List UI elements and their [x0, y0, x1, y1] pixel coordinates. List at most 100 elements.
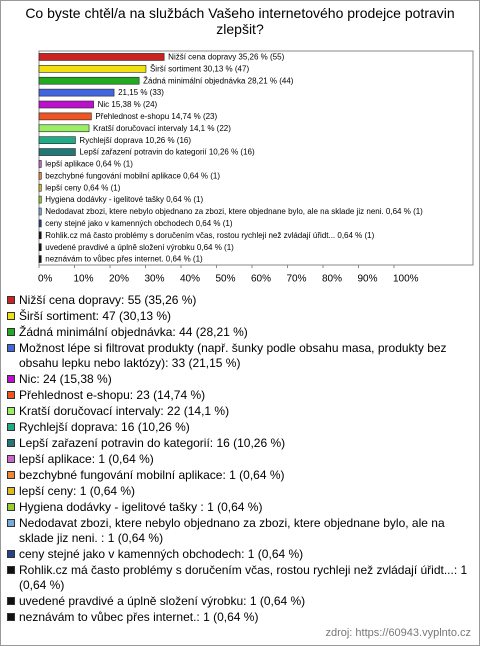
bar	[38, 183, 42, 192]
x-tick-label: 60%	[251, 274, 271, 285]
bar-label: 21,15 % (33)	[118, 88, 164, 97]
legend-item: bezchybné fungování mobilní aplikace: 1 …	[7, 468, 469, 483]
legend-label: Hygiena dodávky - igelitové tašky : 1 (0…	[19, 500, 263, 514]
legend-label: Širší sortiment: 47 (30,13 %)	[19, 309, 172, 323]
legend-item: Hygiena dodávky - igelitové tašky : 1 (0…	[7, 500, 469, 515]
legend-label: neznávám to vůbec přes internet.: 1 (0,6…	[19, 610, 259, 624]
x-tick-label: 50%	[216, 274, 236, 285]
bar-label: Nižší cena dopravy 35,26 % (55)	[168, 53, 284, 62]
bar-label: Kratší doručovací intervaly 14,1 % (22)	[93, 124, 231, 133]
bar	[38, 76, 140, 85]
x-tick-label: 20%	[109, 274, 129, 285]
bar	[38, 148, 76, 156]
bar-label: Žádná minimální objednávka 28,21 % (44)	[143, 76, 294, 85]
x-tick-label: 100%	[393, 274, 419, 285]
legend-swatch	[7, 423, 15, 431]
bar-label: Hygiena dodávky - igelitové tašky 0,64 %…	[45, 195, 203, 204]
legend-label: Lepší zařazení potravin do kategorií: 16…	[19, 436, 286, 450]
x-tick-label: 90%	[358, 274, 378, 285]
bar	[38, 195, 42, 204]
legend-swatch	[7, 391, 15, 399]
legend-item: Lepší zařazení potravin do kategorií: 16…	[7, 436, 469, 451]
legend-item: Žádná minimální objednávka: 44 (28,21 %)	[7, 325, 469, 340]
x-tick-label: 40%	[180, 274, 200, 285]
bar	[38, 160, 42, 168]
legend-item: ceny stejné jako v kamenných obchodech: …	[7, 547, 469, 562]
bar-label: Nedodavat zbozi, ktere nebylo objednano …	[45, 207, 423, 216]
bar-label: Širší sortiment 30,13 % (47)	[150, 64, 249, 73]
legend-swatch	[7, 455, 15, 463]
bar	[38, 65, 147, 73]
bar-label: Rychlejší doprava 10,26 % (16)	[79, 136, 191, 145]
legend-label: Nedodavat zbozi, ktere nebylo objednano …	[19, 516, 445, 545]
legend-swatch	[7, 296, 15, 304]
bar	[38, 53, 165, 61]
legend-swatch	[7, 613, 15, 621]
legend: Nižší cena dopravy: 55 (35,26 %) Širší so…	[7, 293, 469, 626]
bar-label: lepší ceny 0,64 % (1)	[45, 183, 120, 192]
legend-item: Nedodavat zbozi, ktere nebylo objednano …	[7, 516, 469, 546]
bar	[38, 207, 42, 216]
legend-swatch	[7, 471, 15, 479]
legend-item: Nic: 24 (15,38 %)	[7, 372, 469, 387]
plot-frame	[38, 50, 474, 266]
bar	[38, 100, 94, 109]
bar-label: ceny stejné jako v kamenných obchodech 0…	[45, 219, 233, 228]
chart: 0% 10% 20% 30% 40% 50% 60% 70% 80% 90% 100% Nižší c…	[38, 50, 474, 285]
legend-item: Rychlejší doprava: 16 (10,26 %)	[7, 420, 469, 435]
bar	[38, 112, 92, 121]
bar-label: Rohlik.cz má často problémy s doručením …	[45, 231, 374, 240]
bar-label: uvedené pravdivé a úplně složení výrobku…	[45, 243, 234, 252]
legend-item: lepší ceny: 1 (0,64 %)	[7, 484, 469, 499]
legend-item: uvedené pravdivé a úplně složení výrobku…	[7, 594, 469, 609]
x-tick-label: 0%	[38, 274, 53, 285]
bar	[38, 136, 76, 144]
legend-label: Nic: 24 (15,38 %)	[19, 372, 112, 386]
legend-label: Možnost lépe si filtrovat produkty (např…	[19, 341, 447, 370]
legend-swatch	[7, 597, 15, 605]
legend-label: lepší ceny: 1 (0,64 %)	[19, 484, 136, 498]
x-tick-label: 30%	[145, 274, 165, 285]
legend-item: Možnost lépe si filtrovat produkty (např…	[7, 341, 469, 371]
bar	[38, 243, 42, 251]
legend-swatch	[7, 487, 15, 495]
x-tick-label: 80%	[322, 274, 342, 285]
legend-item: Nižší cena dopravy: 55 (35,26 %)	[7, 293, 469, 308]
legend-label: Nižší cena dopravy: 55 (35,26 %)	[19, 293, 197, 307]
bar-label: Lepší zařazení potravin do kategorií 10,…	[79, 148, 255, 157]
legend-label: uvedené pravdivé a úplně složení výrobku…	[19, 594, 306, 608]
bar-label: neznávám to vůbec přes internet. 0,64 % …	[45, 255, 203, 264]
legend-item: Přehlednost e-shopu: 23 (14,74 %)	[7, 388, 469, 403]
legend-item: Širší sortiment: 47 (30,13 %)	[7, 309, 469, 324]
source: zdroj: https://60943.vyplnto.cz	[325, 627, 471, 639]
bar	[38, 231, 42, 240]
legend-item: neznávám to vůbec přes internet.: 1 (0,6…	[7, 610, 469, 625]
x-tick-label: 70%	[287, 274, 307, 285]
bar-label: lepší aplikace 0,64 % (1)	[45, 160, 133, 169]
bar	[38, 219, 42, 228]
legend-swatch	[7, 328, 15, 336]
bar	[38, 88, 115, 97]
legend-label: Přehlednost e-shopu: 23 (14,74 %)	[19, 388, 206, 402]
legend-swatch	[7, 375, 15, 383]
legend-label: bezchybné fungování mobilní aplikace: 1 …	[19, 468, 285, 482]
legend-swatch	[7, 312, 15, 320]
legend-label: ceny stejné jako v kamenných obchodech: …	[19, 547, 304, 561]
legend-label: Žádná minimální objednávka: 44 (28,21 %)	[19, 325, 248, 339]
legend-swatch	[7, 503, 15, 511]
bar-label: bezchybné fungování mobilní aplikace 0,6…	[45, 171, 220, 180]
legend-swatch	[7, 439, 15, 447]
legend-swatch	[7, 519, 15, 527]
bar	[38, 172, 42, 180]
legend-swatch	[7, 566, 15, 574]
legend-label: Kratší doručovací intervaly: 22 (14,1 %)	[19, 404, 230, 418]
legend-swatch	[7, 550, 15, 558]
legend-swatch	[7, 344, 15, 352]
bar-label: Nic 15,38 % (24)	[98, 100, 158, 109]
legend-label: Rychlejší doprava: 16 (10,26 %)	[19, 420, 190, 434]
bar	[38, 255, 42, 263]
bar	[38, 124, 90, 133]
bar-label: Přehlednost e-shopu 14,74 % (23)	[95, 112, 217, 121]
chart-title: Co byste chtěl/a na službách Vašeho inte…	[25, 5, 455, 37]
